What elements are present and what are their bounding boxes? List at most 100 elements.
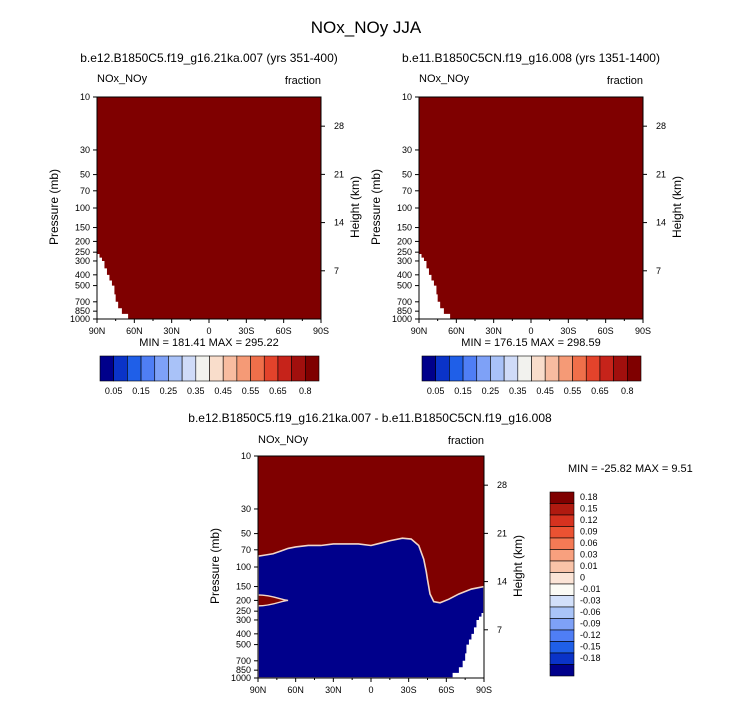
field-negative-region (258, 537, 484, 678)
y-tick-label: 1000 (392, 314, 412, 324)
colorbar-label: 0 (580, 573, 585, 583)
colorbar-box (627, 355, 642, 382)
colorbar-box (549, 606, 575, 619)
colorbar-box (305, 355, 320, 382)
colorbar-label: -0.06 (580, 607, 601, 617)
colorbar-label: 0.35 (187, 386, 205, 396)
colorbar-box (549, 560, 575, 573)
y-tick-label: 700 (397, 297, 412, 307)
colorbar-box (476, 355, 491, 382)
figure-title: NOx_NOy JJA (311, 18, 422, 37)
x-tick-label: 30S (401, 685, 417, 695)
y-tick-label: 30 (241, 504, 251, 514)
y-tick-label: 850 (397, 306, 412, 316)
x-tick-label: 60S (598, 326, 614, 336)
right-string: fraction (448, 435, 484, 447)
colorbar-label: 0.01 (580, 561, 598, 571)
surface-mask (97, 250, 145, 319)
panel-title: b.e11.B1850C5CN.f19_g16.008 (yrs 1351-14… (402, 51, 660, 65)
x-tick-label: 90N (411, 326, 428, 336)
y-tick-label: 500 (397, 281, 412, 291)
y-right-tick-label: 14 (497, 577, 507, 587)
left-string: NOx_NOy (258, 434, 309, 446)
colorbar-box (549, 503, 575, 516)
colorbar-label: 0.03 (580, 550, 598, 560)
y-tick-label: 500 (75, 281, 90, 291)
colorbar-box (572, 355, 587, 382)
y-tick-label: 70 (402, 186, 412, 196)
colorbar-box (209, 355, 224, 382)
y-tick-label: 300 (236, 615, 251, 625)
colorbar-label: 0.15 (132, 386, 150, 396)
colorbar-box (490, 355, 505, 382)
x-tick-label: 60N (126, 326, 143, 336)
y-right-tick-label: 21 (656, 169, 666, 179)
y-axis-label-right: Height (km) (511, 535, 525, 597)
y-tick-label: 500 (236, 640, 251, 650)
x-tick-label: 60N (448, 326, 465, 336)
y-right-tick-label: 7 (656, 266, 661, 276)
x-tick-label: 30N (325, 685, 342, 695)
y-tick-label: 100 (236, 562, 251, 572)
colorbar-box (181, 355, 197, 382)
y-right-tick-label: 28 (497, 480, 507, 490)
colorbar-box (435, 355, 450, 382)
colorbar: 0.05 0.15 0.25 0.35 0.45 0.55 0.65 0.8 (99, 355, 320, 396)
plot-area: 90N 60N 30N 0 30S 60S 90S 10 30 50 70 100 150 2002503… (70, 92, 344, 336)
y-tick-label: 400 (75, 270, 90, 280)
colorbar-label: 0.15 (580, 504, 598, 514)
colorbar-label: 0.05 (105, 386, 123, 396)
y-right-tick-label: 7 (497, 625, 502, 635)
plot-area: 90N 60N 30N 0 30S 60S 90S 10 30 50 70 100 150 2002503… (231, 451, 507, 695)
colorbar-box (549, 629, 575, 642)
panel-top-right: b.e11.B1850C5CN.f19_g16.008 (yrs 1351-14… (369, 51, 684, 396)
colorbar: 0.180.150.120.090.060.030.010-0.01-0.03-… (549, 491, 601, 677)
y-axis-label: Pressure (mb) (369, 169, 383, 245)
y-tick-label: 300 (75, 256, 90, 266)
x-tick-label: 90N (250, 685, 267, 695)
x-tick-label: 60S (276, 326, 292, 336)
colorbar-label: 0.45 (214, 386, 232, 396)
colorbar-box (236, 355, 251, 382)
colorbar-box (462, 355, 478, 382)
x-tick-label: 30S (238, 326, 254, 336)
y-tick-label: 700 (75, 297, 90, 307)
colorbar-box (549, 595, 575, 608)
colorbar-box (531, 355, 546, 382)
y-tick-label: 70 (241, 545, 251, 555)
colorbar-label: 0.55 (564, 386, 582, 396)
colorbar-label: 0.8 (621, 386, 634, 396)
x-tick-label: 30S (560, 326, 576, 336)
y-tick-label: 10 (241, 451, 251, 461)
colorbar-label: 0.45 (536, 386, 554, 396)
x-tick-label: 30N (485, 326, 502, 336)
x-tick-label: 30N (163, 326, 180, 336)
colorbar-label: -0.12 (580, 630, 601, 640)
y-right-tick-label: 21 (334, 169, 344, 179)
stats-text: MIN = 181.41 MAX = 295.22 (139, 337, 278, 349)
panel-bottom-difference: b.e12.B1850C5.f19_g16.21ka.007 - b.e11.B… (188, 411, 692, 695)
y-tick-label: 150 (236, 582, 251, 592)
colorbar-box (549, 514, 575, 527)
y-tick-label: 30 (80, 145, 90, 155)
colorbar-box (140, 355, 156, 382)
x-tick-label: 60N (287, 685, 304, 695)
colorbar-box (168, 355, 183, 382)
x-tick-label: 0 (528, 326, 533, 336)
colorbar-box (544, 355, 560, 382)
y-tick-label: 50 (241, 529, 251, 539)
y-axis-label-right: Height (km) (670, 176, 684, 238)
colorbar-label: -0.18 (580, 653, 601, 663)
colorbar-label: -0.03 (580, 596, 601, 606)
y-tick-label: 200 (75, 236, 90, 246)
y-tick-label: 200 (397, 236, 412, 246)
colorbar-box (558, 355, 573, 382)
x-tick-label: 0 (368, 685, 373, 695)
colorbar-box (222, 355, 238, 382)
colorbar-box (113, 355, 128, 382)
colorbar-box (549, 618, 575, 631)
x-tick-label: 90S (476, 685, 492, 695)
colorbar-box (250, 355, 265, 382)
colorbar-label: 0.65 (269, 386, 287, 396)
